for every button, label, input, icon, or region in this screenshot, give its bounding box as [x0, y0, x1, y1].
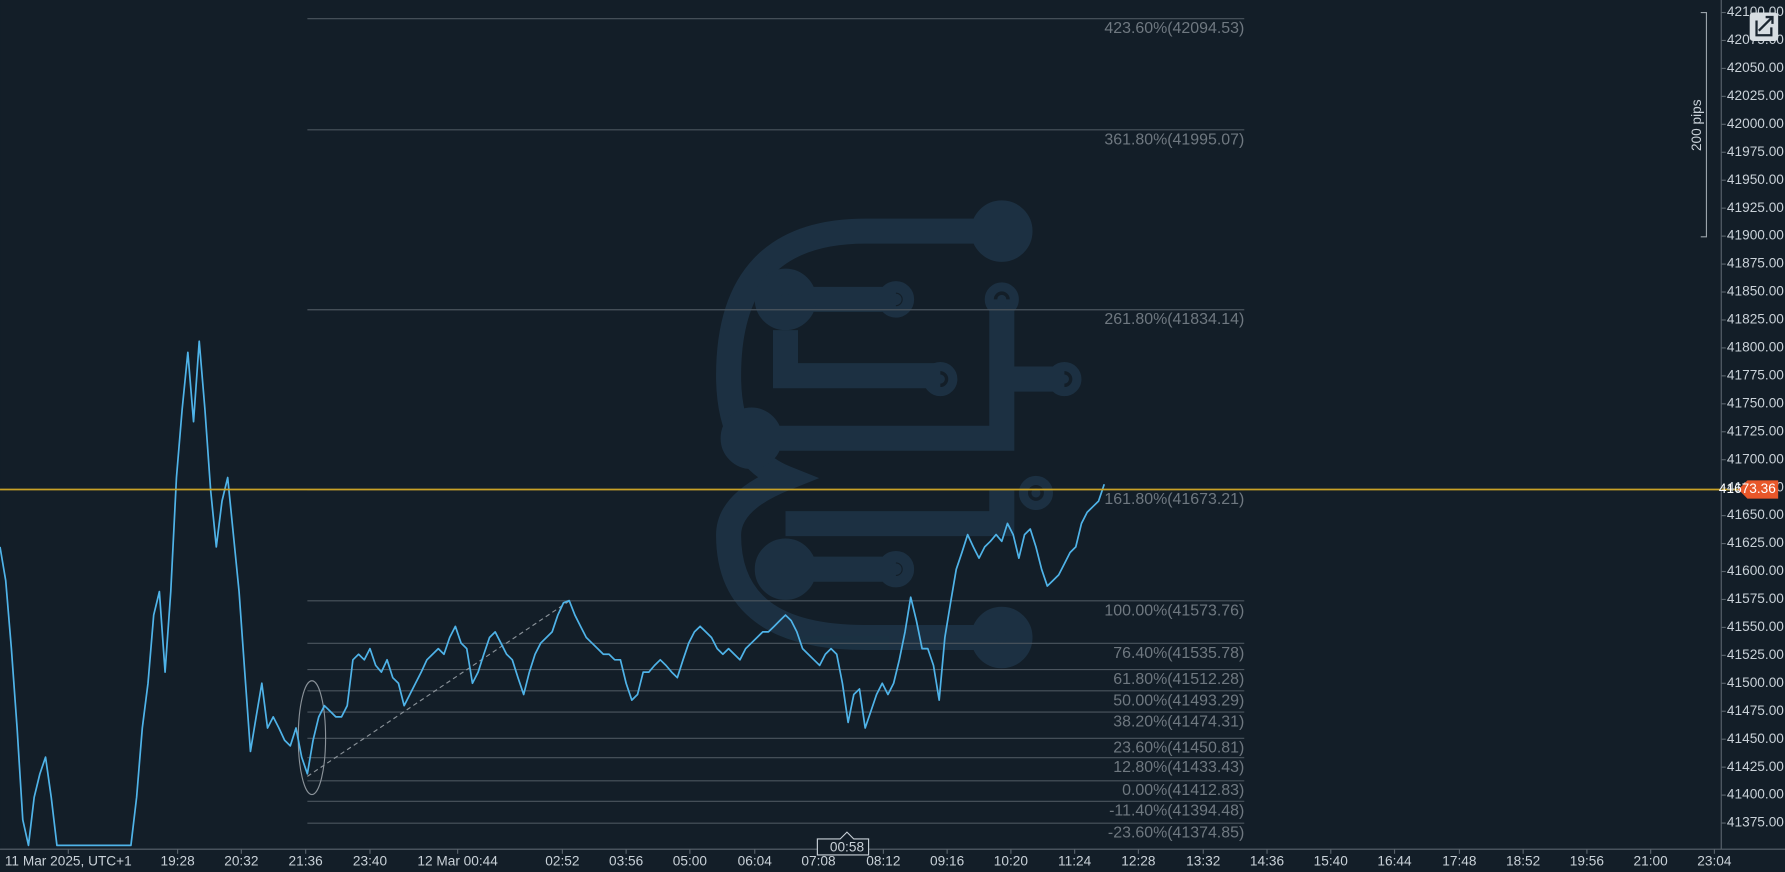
fib-label: -11.40%(41394.48) [1109, 803, 1244, 820]
y-tick-label: 41450.00 [1727, 731, 1784, 746]
current-price-label: 41673.36 [1719, 481, 1776, 496]
x-tick-label: 11:24 [1058, 853, 1092, 868]
x-tick-label: 10:20 [994, 853, 1029, 868]
fib-label: 12.80%(41433.43) [1113, 759, 1244, 776]
x-tick-label: 15:40 [1314, 853, 1349, 868]
y-tick-label: 42050.00 [1727, 60, 1784, 75]
fib-label: 361.80%(41995.07) [1104, 131, 1244, 148]
current-price-tag [1738, 480, 1779, 499]
axes: 42100.0042075.0042050.0042025.0042000.00… [5, 4, 1784, 868]
x-tick-label: 05:00 [673, 853, 708, 868]
x-tick-label: 14:36 [1250, 853, 1284, 868]
x-tick-label: 12 Mar 00:44 [417, 853, 498, 868]
x-tick-label: 12:28 [1121, 853, 1155, 868]
fib-label: 0.00%(41412.83) [1122, 782, 1244, 799]
fib-label: 61.80%(41512.28) [1113, 671, 1244, 688]
y-tick-label: 41850.00 [1727, 284, 1784, 299]
y-tick-label: 41950.00 [1727, 172, 1784, 187]
x-tick-label: 08:12 [866, 853, 900, 868]
fib-label: 261.80%(41834.14) [1104, 311, 1244, 328]
x-tick-label: 09:16 [930, 853, 964, 868]
x-tick-label: 16:44 [1377, 853, 1412, 868]
y-tick-label: 42025.00 [1727, 88, 1784, 103]
y-tick-label: 41550.00 [1727, 619, 1784, 634]
x-tick-label: 23:40 [353, 853, 388, 868]
y-tick-label: 41525.00 [1727, 647, 1784, 662]
x-tick-label: 23:04 [1697, 853, 1732, 868]
y-tick-label: 41600.00 [1727, 563, 1784, 578]
y-tick-label: 41925.00 [1727, 200, 1784, 215]
x-tick-label: 06:04 [738, 853, 773, 868]
y-tick-label: 41800.00 [1727, 340, 1784, 355]
y-tick-label: 42000.00 [1727, 116, 1784, 131]
x-tick-label: 02:52 [545, 853, 579, 868]
y-tick-label: 41575.00 [1727, 591, 1784, 606]
y-tick-label: 41475.00 [1727, 703, 1784, 718]
x-tick-label: 20:32 [224, 853, 258, 868]
x-tick-label: 18:52 [1506, 853, 1540, 868]
y-tick-label: 41750.00 [1727, 395, 1784, 410]
y-tick-label: 41900.00 [1727, 228, 1784, 243]
range-bracket [1700, 11, 1708, 238]
y-tick-label: 41875.00 [1727, 256, 1784, 271]
x-tick-label: 19:28 [161, 853, 195, 868]
y-tick-label: 41775.00 [1727, 367, 1784, 382]
y-tick-label: 41975.00 [1727, 144, 1784, 159]
y-tick-label: 41725.00 [1727, 423, 1784, 438]
fib-label: -23.60%(41374.85) [1108, 825, 1244, 842]
x-tick-label: 13:32 [1186, 853, 1220, 868]
fib-label: 38.20%(41474.31) [1113, 713, 1244, 730]
y-tick-label: 41650.00 [1727, 507, 1784, 522]
x-tick-label: 11 Mar 2025, UTC+1 [5, 853, 132, 868]
fib-label: 50.00%(41493.29) [1113, 692, 1244, 709]
countdown: 00:58 [830, 840, 864, 855]
y-tick-label: 41700.00 [1727, 451, 1784, 466]
x-tick-label: 03:56 [609, 853, 643, 868]
y-tick-label: 41825.00 [1727, 312, 1784, 327]
countdown-box [816, 831, 870, 856]
watermark [716, 200, 1082, 669]
fib-label: 423.60%(42094.53) [1104, 20, 1244, 37]
y-tick-label: 41375.00 [1727, 815, 1784, 830]
fib-label: 100.00%(41573.76) [1104, 602, 1244, 619]
fib-label: 161.80%(41673.21) [1104, 491, 1244, 508]
x-tick-label: 17:48 [1442, 853, 1476, 868]
range-label: 200 pips [1689, 99, 1704, 151]
x-tick-label: 07:08 [801, 853, 835, 868]
y-tick-label: 41500.00 [1727, 675, 1784, 690]
y-tick-label: 41400.00 [1727, 787, 1784, 802]
edit-button[interactable] [1749, 12, 1779, 41]
plot [0, 340, 1739, 847]
x-tick-label: 21:36 [289, 853, 323, 868]
x-tick-label: 21:00 [1634, 853, 1669, 868]
fibonacci-levels: 423.60%(42094.53) 361.80%(41995.07) 261.80… [307, 18, 1245, 842]
price-line [0, 340, 1106, 847]
x-tick-label: 19:56 [1570, 853, 1604, 868]
y-tick-label: 41425.00 [1727, 759, 1784, 774]
fib-label: 76.40%(41535.78) [1113, 645, 1244, 662]
y-tick-label: 41625.00 [1727, 535, 1784, 550]
fib-label: 23.60%(41450.81) [1113, 740, 1244, 757]
